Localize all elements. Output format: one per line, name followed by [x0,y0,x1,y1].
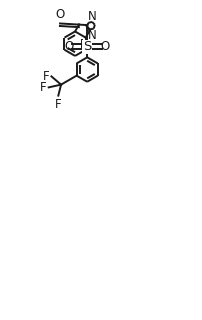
Text: O: O [64,40,74,53]
Text: S: S [83,40,91,53]
Text: O: O [100,40,109,53]
Text: F: F [42,70,49,83]
Text: N: N [88,29,97,42]
Text: O: O [55,8,64,21]
Text: F: F [40,81,46,94]
Text: F: F [55,98,61,111]
Text: N: N [87,10,96,23]
